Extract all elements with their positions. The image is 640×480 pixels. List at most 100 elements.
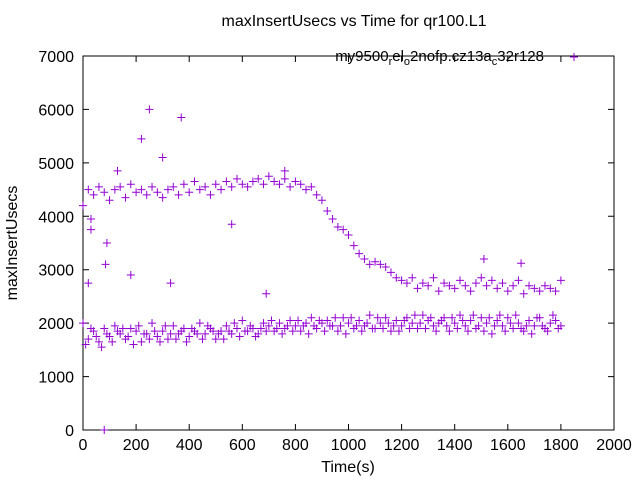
y-tick-label: 4000 [38, 209, 74, 226]
data-point [86, 324, 95, 333]
data-point [246, 321, 255, 330]
data-point [126, 324, 135, 333]
data-point [166, 329, 175, 338]
data-point [262, 327, 271, 336]
data-point [405, 324, 414, 333]
y-axis-label: maxInsertUsecs [4, 186, 21, 301]
data-point [209, 327, 218, 336]
data-point [214, 329, 223, 338]
data-point [101, 260, 110, 269]
data-point [270, 177, 279, 186]
data-point [509, 324, 518, 333]
data-point [169, 182, 178, 191]
data-point [551, 287, 560, 296]
data-point [256, 324, 265, 333]
data-point [389, 321, 398, 330]
data-point [169, 321, 178, 330]
data-point [394, 327, 403, 336]
data-point [514, 319, 523, 328]
x-tick-label: 600 [229, 437, 256, 454]
data-point [161, 321, 170, 330]
plot-border [82, 55, 615, 431]
data-point [357, 327, 366, 336]
data-point [503, 313, 512, 322]
data-point [538, 321, 547, 330]
data-point [158, 327, 167, 336]
data-point [148, 319, 157, 328]
data-point [333, 222, 342, 231]
data-point [84, 335, 93, 344]
data-point [482, 319, 491, 328]
data-point [153, 188, 162, 197]
data-point [124, 332, 133, 341]
data-point [299, 321, 308, 330]
data-point [456, 311, 465, 320]
data-point [89, 190, 98, 199]
data-point [171, 335, 180, 344]
data-point [158, 153, 167, 162]
data-point [386, 327, 395, 336]
data-point [344, 230, 353, 239]
data-point [150, 327, 159, 336]
data-point [365, 311, 374, 320]
data-point [397, 321, 406, 330]
data-point [501, 327, 510, 336]
data-point [195, 185, 204, 194]
data-point [137, 134, 146, 143]
data-point [174, 190, 183, 199]
data-point [185, 188, 194, 197]
y-tick-label: 0 [65, 423, 74, 440]
data-point [110, 321, 119, 330]
data-point [227, 220, 236, 229]
data-point [238, 180, 247, 189]
data-point [461, 321, 470, 330]
data-point [275, 319, 284, 328]
data-point [307, 182, 316, 191]
data-point [225, 327, 234, 336]
data-point [267, 316, 276, 325]
data-point [485, 313, 494, 322]
data-point [113, 327, 122, 336]
data-point [116, 182, 125, 191]
data-point [129, 340, 138, 349]
data-point [264, 172, 273, 181]
x-tick-label: 800 [282, 437, 309, 454]
y-tick-label: 5000 [38, 156, 74, 173]
data-point [203, 321, 212, 330]
x-axis-label: Time(s) [321, 459, 375, 476]
data-point [533, 313, 542, 322]
x-tick-label: 400 [176, 437, 203, 454]
data-point [434, 287, 443, 296]
data-point [400, 316, 409, 325]
data-point [92, 332, 101, 341]
data-point [132, 188, 141, 197]
legend-marker [570, 53, 578, 61]
data-point [410, 311, 419, 320]
data-point [498, 279, 507, 288]
data-point [286, 182, 295, 191]
data-point [381, 313, 390, 322]
data-point [365, 260, 374, 269]
data-point [126, 271, 135, 280]
data-point [296, 180, 305, 189]
data-point [222, 321, 231, 330]
data-point [495, 311, 504, 320]
data-point [546, 284, 555, 293]
data-point [429, 321, 438, 330]
data-point [437, 316, 446, 325]
data-point [424, 281, 433, 290]
data-point [509, 281, 518, 290]
x-tick-label: 0 [79, 437, 88, 454]
data-point [445, 281, 454, 290]
data-point [187, 324, 196, 333]
data-point [554, 324, 563, 333]
data-point [153, 332, 162, 341]
data-point [193, 329, 202, 338]
data-point [243, 182, 252, 191]
data-point [315, 316, 324, 325]
data-point [493, 284, 502, 293]
data-point [211, 180, 220, 189]
data-point [413, 324, 422, 333]
data-point [445, 327, 454, 336]
